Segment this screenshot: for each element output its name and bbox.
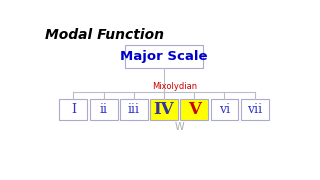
Text: IV: IV: [154, 101, 174, 118]
FancyBboxPatch shape: [150, 99, 178, 120]
Text: iii: iii: [128, 103, 140, 116]
Text: Major Scale: Major Scale: [120, 50, 208, 63]
FancyBboxPatch shape: [60, 99, 87, 120]
FancyBboxPatch shape: [211, 99, 238, 120]
FancyBboxPatch shape: [180, 99, 208, 120]
Text: Mixolydian: Mixolydian: [152, 82, 197, 91]
Text: vi: vi: [219, 103, 230, 116]
Text: W: W: [174, 122, 184, 132]
Text: I: I: [71, 103, 76, 116]
FancyBboxPatch shape: [241, 99, 268, 120]
Text: V: V: [188, 101, 201, 118]
FancyBboxPatch shape: [120, 99, 148, 120]
Text: Modal Function: Modal Function: [45, 28, 164, 42]
FancyBboxPatch shape: [90, 99, 117, 120]
FancyBboxPatch shape: [125, 45, 203, 68]
Text: vii: vii: [247, 103, 262, 116]
Text: ii: ii: [100, 103, 108, 116]
